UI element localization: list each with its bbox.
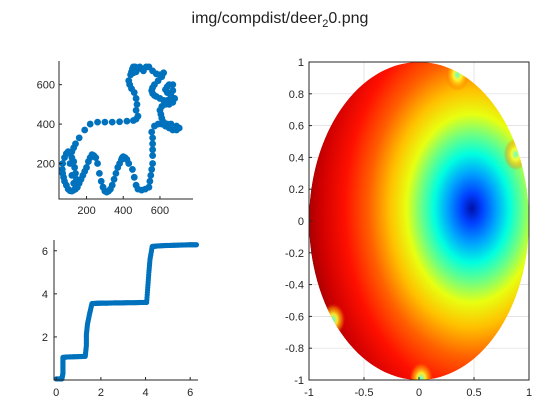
shape-point bbox=[95, 169, 103, 177]
parameterization-points bbox=[53, 242, 200, 382]
parameterization-axes: 0 2 4 6 2 4 6 bbox=[42, 240, 200, 399]
shape-point bbox=[94, 160, 101, 167]
shape-point bbox=[71, 164, 79, 171]
shape-point bbox=[134, 112, 142, 120]
shape-point bbox=[146, 177, 154, 185]
shape-point bbox=[70, 179, 78, 187]
shape-axes: 200 400 600 200 400 600 bbox=[37, 61, 193, 217]
y-tick-label: 0 bbox=[298, 216, 304, 228]
shape-point bbox=[147, 171, 155, 179]
y-tick-label: -0.4 bbox=[285, 280, 304, 292]
y-tick-label: 0.4 bbox=[289, 152, 304, 164]
shape-point bbox=[99, 183, 107, 191]
y-tick-label: 600 bbox=[37, 80, 55, 92]
x-tick-label: 4 bbox=[142, 387, 148, 399]
shape-point bbox=[97, 177, 105, 185]
x-tick-label: -0.5 bbox=[355, 387, 374, 399]
x-tick-label: 2 bbox=[98, 387, 104, 399]
y-tick-label: -0.2 bbox=[285, 248, 304, 260]
y-tick-label: 0.8 bbox=[289, 89, 304, 101]
shape-point bbox=[132, 181, 140, 189]
shape-point bbox=[132, 95, 140, 102]
shape-point bbox=[149, 152, 157, 160]
shape-point bbox=[112, 169, 120, 177]
shape-point bbox=[94, 118, 101, 126]
disk-axes: -1 -0.5 0 0.5 1 -1 -0.8 -0.6 -0.4 -0.2 0 0.2 0.4 0.6 0… bbox=[285, 57, 532, 399]
disk-heatmap bbox=[309, 62, 529, 380]
y-tick-label: 0.2 bbox=[289, 184, 304, 196]
parameterization-axis-lines bbox=[53, 240, 198, 381]
shape-point bbox=[116, 118, 123, 126]
shape-point bbox=[81, 126, 89, 134]
y-tick-label: 200 bbox=[37, 159, 55, 171]
y-tick-label: -1 bbox=[294, 375, 304, 387]
x-tick-label: 1 bbox=[526, 387, 532, 399]
shape-point bbox=[59, 160, 67, 167]
shape-points bbox=[58, 63, 183, 196]
shape-point bbox=[149, 140, 157, 148]
x-tick-label: 0 bbox=[416, 387, 422, 399]
shape-point bbox=[84, 158, 92, 165]
shape-point bbox=[130, 173, 138, 181]
y-tick-label: 400 bbox=[37, 119, 55, 131]
shape-point bbox=[149, 160, 157, 167]
singular-point bbox=[409, 362, 434, 380]
x-tick-label: 400 bbox=[114, 205, 132, 217]
shape-point bbox=[148, 128, 156, 136]
shape-point bbox=[149, 146, 157, 154]
shape-point bbox=[108, 118, 116, 126]
shape-point bbox=[114, 164, 122, 171]
singular-point bbox=[445, 62, 470, 91]
shape-point bbox=[129, 166, 136, 173]
parameterization-point bbox=[193, 242, 200, 248]
x-tick-label: 6 bbox=[187, 387, 193, 399]
shape-point bbox=[125, 77, 133, 85]
y-tick-label: 1 bbox=[298, 57, 304, 69]
y-tick-label: -0.8 bbox=[285, 343, 304, 355]
shape-point bbox=[151, 122, 158, 130]
shape-point bbox=[101, 118, 109, 126]
y-tick-label: 6 bbox=[42, 246, 48, 258]
x-tick-label: 0.5 bbox=[466, 387, 481, 399]
shape-point bbox=[110, 175, 118, 183]
x-tick-label: 200 bbox=[77, 205, 95, 217]
shape-point bbox=[72, 140, 79, 148]
shape-point bbox=[123, 117, 131, 125]
x-tick-label: 600 bbox=[151, 205, 169, 217]
shape-point bbox=[133, 100, 141, 108]
x-tick-label: 0 bbox=[53, 387, 59, 399]
shape-point bbox=[86, 120, 94, 128]
singular-point bbox=[321, 303, 346, 336]
x-tick-label: -1 bbox=[304, 387, 314, 399]
y-tick-label: 2 bbox=[42, 332, 48, 344]
shape-point bbox=[66, 160, 74, 167]
y-tick-label: -0.6 bbox=[285, 311, 304, 323]
shape-point bbox=[58, 166, 66, 173]
shape-point bbox=[149, 134, 157, 142]
y-tick-label: 0.6 bbox=[289, 121, 304, 133]
shape-axis-lines bbox=[58, 61, 193, 200]
singular-point bbox=[503, 138, 528, 171]
shape-point bbox=[132, 106, 140, 114]
shape-point bbox=[68, 171, 76, 179]
shape-point bbox=[148, 166, 156, 173]
figure-title: img/compdist/deer20.png bbox=[191, 10, 369, 31]
y-tick-label: 4 bbox=[42, 289, 48, 301]
shape-point bbox=[75, 134, 83, 142]
